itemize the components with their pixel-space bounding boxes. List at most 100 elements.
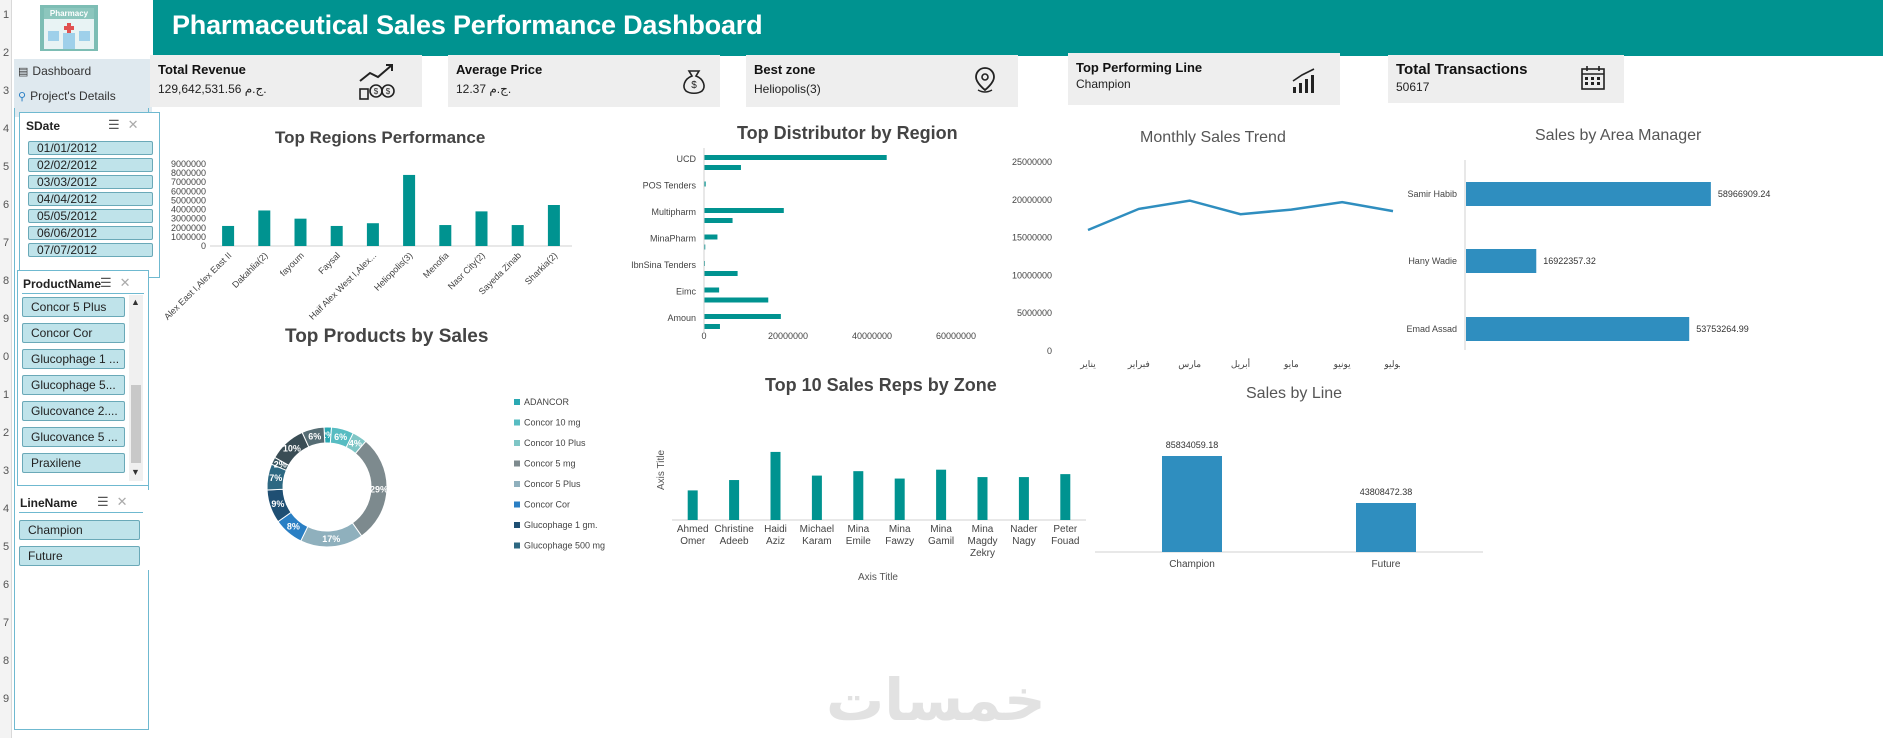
slicer-scrollbar[interactable]: ▲ ▼ bbox=[129, 295, 143, 481]
bar-line bbox=[1356, 503, 1416, 552]
watermark-text: خمسات bbox=[826, 666, 1046, 734]
slicer-item[interactable]: Future bbox=[19, 546, 140, 566]
y-tick-label: POS Tenders bbox=[643, 181, 697, 191]
logo-text: Pharmacy bbox=[50, 9, 89, 18]
x-tick-label: يوليو bbox=[1383, 359, 1400, 370]
clear-filter-icon[interactable]: ✕ bbox=[116, 494, 128, 509]
y-tick-label: Multipharm bbox=[651, 207, 696, 217]
row-number: 5 bbox=[2, 541, 10, 553]
clear-filter-icon[interactable]: ✕ bbox=[119, 275, 131, 290]
multi-select-icon[interactable]: ☰ bbox=[97, 494, 109, 509]
kpi-value: Heliopolis(3) bbox=[754, 82, 821, 96]
bar-sales-rep bbox=[687, 490, 698, 520]
chart-monthly: 25000000 20000000 15000000 10000000 5000000 0… bbox=[1012, 157, 1400, 370]
chart-title-distributor: Top Distributor by Region bbox=[737, 123, 958, 143]
bar-distributor bbox=[704, 208, 784, 213]
kpi-average-price: Average Price 12.37 ج.م. $ bbox=[448, 55, 720, 107]
slicer-item[interactable]: 03/03/2012 bbox=[28, 175, 153, 189]
slicer-item[interactable]: 02/02/2012 bbox=[28, 158, 153, 172]
chart-regions: 9000000800000070000006000000500000040000… bbox=[162, 159, 572, 322]
bar-region bbox=[330, 225, 343, 246]
kpi-total-revenue: Total Revenue 129,642,531.56 ج.م. $ $ bbox=[150, 55, 422, 107]
legend-swatch bbox=[514, 542, 520, 549]
x-tick-label: Menofia bbox=[421, 250, 451, 280]
scroll-down-icon[interactable]: ▼ bbox=[131, 467, 140, 477]
scrollbar-thumb[interactable] bbox=[131, 385, 141, 463]
y-tick-label: Eimc bbox=[676, 287, 696, 297]
kpi-label: Best zone bbox=[754, 62, 816, 77]
x-tick-label: Mina Emile bbox=[846, 524, 871, 547]
bar-line bbox=[1162, 456, 1222, 552]
x-tick-label: Peter Fouad bbox=[1051, 524, 1079, 547]
bar-distributor bbox=[704, 218, 733, 223]
x-tick-label: Nader Nagy bbox=[1010, 524, 1038, 547]
x-tick-label: مايو bbox=[1283, 359, 1299, 370]
x-axis-title: Axis Title bbox=[858, 572, 898, 583]
row-number: 4 bbox=[2, 123, 10, 135]
bar-distributor bbox=[704, 181, 706, 187]
x-tick-label: Champion bbox=[1169, 559, 1215, 570]
x-tick-label: Haidi Aziz bbox=[764, 524, 787, 547]
bar-area-manager bbox=[1466, 182, 1711, 206]
y-tick-label: 0 bbox=[1047, 346, 1052, 356]
multi-select-icon[interactable]: ☰ bbox=[108, 117, 120, 132]
y-tick-label: Samir Habib bbox=[1407, 189, 1457, 199]
slicer-item[interactable]: Concor 5 Plus bbox=[22, 297, 125, 317]
x-tick-label: Ahmed Omer bbox=[677, 524, 709, 547]
x-tick-label: Michael Karam bbox=[800, 524, 834, 547]
kpi-best-zone: Best zone Heliopolis(3) bbox=[746, 55, 1018, 107]
x-tick-label: 60000000 bbox=[936, 331, 976, 341]
bar-region bbox=[511, 225, 524, 246]
slicer-item[interactable]: 05/05/2012 bbox=[28, 209, 153, 223]
x-tick-label: Future bbox=[1372, 559, 1401, 570]
slicer-item[interactable]: 04/04/2012 bbox=[28, 192, 153, 206]
slicer-item[interactable]: Glucovance 5 ... bbox=[22, 427, 125, 447]
slicer-item[interactable]: Concor Cor bbox=[22, 323, 125, 343]
legend-entry: ADANCOR bbox=[524, 397, 570, 407]
bar-region bbox=[222, 225, 235, 246]
slicer-item[interactable]: Glucophage 1 ... bbox=[22, 349, 125, 369]
project-details-link[interactable]: ⚲ Project's Details bbox=[18, 89, 116, 103]
y-tick-label: Emad Assad bbox=[1406, 324, 1457, 334]
slicer-item[interactable]: Glucophage 5... bbox=[22, 375, 125, 395]
bar-growth-icon bbox=[1292, 68, 1315, 93]
dashboard-link[interactable]: ▤ Dashboard bbox=[18, 64, 91, 78]
chart-title-line: Sales by Line bbox=[1246, 385, 1343, 402]
dashboard-link-label: Dashboard bbox=[32, 64, 92, 78]
chart-title-sales-reps: Top 10 Sales Reps by Zone bbox=[765, 375, 997, 395]
row-number: 8 bbox=[2, 275, 10, 287]
series-line-monthly bbox=[1087, 199, 1394, 232]
data-label: 58966909.24 bbox=[1718, 189, 1771, 199]
money-bag-icon: $ bbox=[683, 70, 705, 95]
data-label: 53753264.99 bbox=[1696, 324, 1749, 334]
clear-filter-icon[interactable]: ✕ bbox=[127, 117, 139, 132]
multi-select-icon[interactable]: ☰ bbox=[100, 275, 112, 290]
slice-label: 10% bbox=[283, 444, 301, 454]
row-number: 7 bbox=[2, 237, 10, 249]
slicer-item[interactable]: 07/07/2012 bbox=[28, 243, 153, 257]
y-tick-label: Hany Wadie bbox=[1408, 256, 1457, 266]
slicer-item[interactable]: 06/06/2012 bbox=[28, 226, 153, 240]
slicer-item[interactable]: Glucovance 2.... bbox=[22, 401, 125, 421]
y-tick-label: 2000000 bbox=[171, 223, 206, 233]
bar-region bbox=[294, 218, 307, 246]
slicer-item[interactable]: Praxilene bbox=[22, 453, 125, 473]
scroll-up-icon[interactable]: ▲ bbox=[131, 297, 140, 307]
row-number: 8 bbox=[2, 655, 10, 667]
row-number: 4 bbox=[2, 503, 10, 515]
slicer-item[interactable]: 01/01/2012 bbox=[28, 141, 153, 155]
row-number: 6 bbox=[2, 579, 10, 591]
x-tick-label: مارس bbox=[1178, 359, 1201, 370]
legend-swatch bbox=[514, 481, 520, 487]
slice-label: 29% bbox=[370, 484, 388, 494]
row-number: 3 bbox=[2, 465, 10, 477]
svg-text:$: $ bbox=[386, 87, 391, 96]
y-tick-label: 3000000 bbox=[171, 214, 206, 224]
x-tick-label: 20000000 bbox=[768, 331, 808, 341]
bar-distributor bbox=[704, 324, 720, 329]
kpi-total-transactions: Total Transactions 50617 bbox=[1388, 55, 1624, 103]
x-tick-label: أبريل bbox=[1231, 357, 1250, 370]
kpi-top-performing-line: Top Performing Line Champion bbox=[1068, 53, 1340, 105]
dashboard-title: Pharmaceutical Sales Performance Dashboa… bbox=[172, 10, 763, 40]
slicer-item[interactable]: Champion bbox=[19, 520, 140, 540]
